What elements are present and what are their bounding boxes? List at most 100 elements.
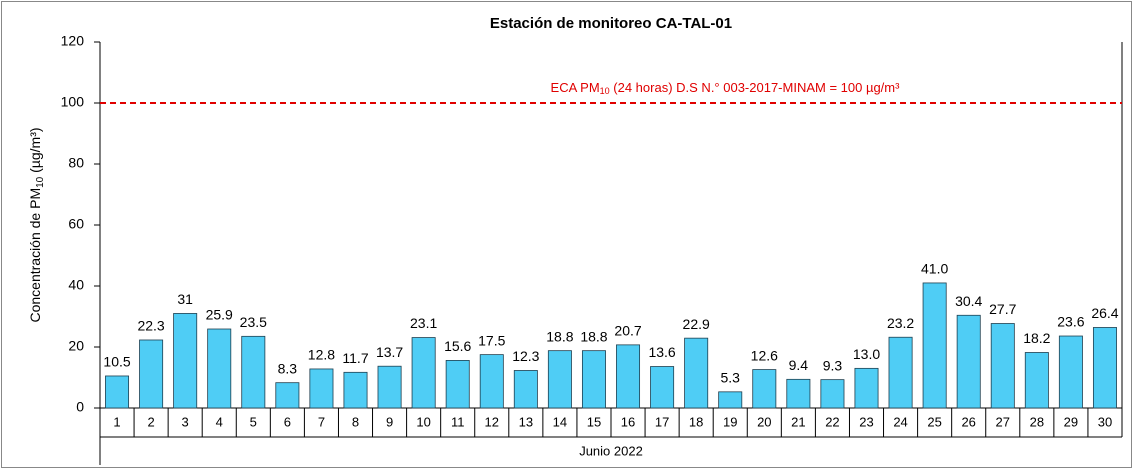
bar bbox=[581, 350, 606, 409]
data-label: 12.6 bbox=[751, 347, 778, 363]
reference-label: ECA PM10 (24 horas) D.S N.° 003-2017-MIN… bbox=[551, 80, 901, 96]
y-axis-label-sub: 10 bbox=[35, 176, 46, 188]
reference-label-part: ECA PM bbox=[551, 80, 600, 95]
x-tick-label: 22 bbox=[825, 414, 839, 429]
x-tick-label: 21 bbox=[791, 414, 805, 429]
x-tick-label: 15 bbox=[587, 414, 601, 429]
x-tick-label: 19 bbox=[723, 414, 737, 429]
bar bbox=[1024, 352, 1049, 409]
x-tick-label: 3 bbox=[182, 414, 189, 429]
x-tick-label: 9 bbox=[386, 414, 393, 429]
data-label: 23.1 bbox=[410, 315, 437, 331]
data-label: 30.4 bbox=[955, 293, 982, 309]
x-tick-label: 14 bbox=[553, 414, 567, 429]
x-tick-label: 18 bbox=[689, 414, 703, 429]
bar bbox=[377, 365, 402, 409]
x-tick-label: 27 bbox=[996, 414, 1010, 429]
x-tick-label: 16 bbox=[621, 414, 635, 429]
y-axis-label-part: Concentración de PM bbox=[27, 188, 43, 323]
bar bbox=[888, 336, 913, 409]
bar bbox=[1058, 335, 1083, 409]
data-label: 11.7 bbox=[342, 350, 368, 366]
x-tick-label: 25 bbox=[927, 414, 941, 429]
data-label: 23.6 bbox=[1057, 314, 1084, 330]
x-tick-label: 28 bbox=[1030, 414, 1044, 429]
x-axis-label: Junio 2022 bbox=[579, 443, 643, 458]
chart-title: Estación de monitoreo CA-TAL-01 bbox=[490, 15, 732, 32]
data-label: 9.3 bbox=[823, 357, 843, 373]
bar bbox=[241, 335, 266, 409]
x-tick-label: 2 bbox=[147, 414, 154, 429]
data-label: 18.8 bbox=[546, 328, 573, 344]
bar bbox=[956, 314, 981, 409]
data-label: 23.2 bbox=[887, 315, 914, 331]
bar bbox=[479, 354, 504, 409]
y-tick-label: 0 bbox=[76, 399, 84, 415]
bar bbox=[445, 360, 470, 409]
bar bbox=[820, 379, 845, 409]
data-label: 31 bbox=[177, 291, 193, 307]
bar bbox=[718, 391, 743, 409]
bar bbox=[990, 323, 1015, 409]
x-tick-label: 1 bbox=[113, 414, 120, 429]
x-tick-label: 4 bbox=[216, 414, 223, 429]
x-tick-label: 6 bbox=[284, 414, 291, 429]
data-label: 23.5 bbox=[240, 314, 267, 330]
data-label: 12.3 bbox=[512, 348, 539, 364]
data-label: 17.5 bbox=[478, 332, 505, 348]
x-tick-label: 8 bbox=[352, 414, 359, 429]
data-label: 20.7 bbox=[614, 323, 641, 339]
data-label: 15.6 bbox=[444, 338, 471, 354]
x-tick-label: 29 bbox=[1064, 414, 1078, 429]
data-label: 18.2 bbox=[1023, 330, 1050, 346]
x-tick-label: 17 bbox=[655, 414, 669, 429]
data-label: 41.0 bbox=[921, 261, 948, 277]
x-tick-label: 12 bbox=[485, 414, 499, 429]
x-tick-label: 10 bbox=[416, 414, 430, 429]
y-tick-label: 60 bbox=[68, 216, 84, 232]
x-tick-label: 13 bbox=[519, 414, 533, 429]
y-axis-label-part: (µg/m³) bbox=[27, 127, 43, 176]
data-label: 18.8 bbox=[580, 328, 607, 344]
data-label: 5.3 bbox=[720, 370, 740, 386]
data-label: 10.5 bbox=[103, 354, 130, 370]
bar bbox=[105, 375, 130, 409]
x-tick-label: 26 bbox=[961, 414, 975, 429]
reference-label-part: 10 bbox=[600, 86, 610, 96]
y-tick-label: 40 bbox=[68, 277, 84, 293]
x-tick-label: 30 bbox=[1098, 414, 1112, 429]
bar bbox=[547, 350, 572, 409]
bar bbox=[275, 382, 300, 409]
data-label: 13.6 bbox=[648, 344, 675, 360]
data-label: 26.4 bbox=[1091, 305, 1118, 321]
reference-label-part: (24 horas) D.S N.° 003-2017-MINAM = 100 … bbox=[610, 80, 900, 95]
bar bbox=[207, 328, 232, 409]
x-tick-label: 23 bbox=[859, 414, 873, 429]
y-axis-label: Concentración de PM10 (µg/m³) bbox=[27, 127, 46, 322]
x-tick-label: 7 bbox=[318, 414, 325, 429]
x-tick-label: 20 bbox=[757, 414, 771, 429]
bar bbox=[854, 367, 879, 409]
bar bbox=[650, 366, 675, 409]
data-label: 9.4 bbox=[789, 357, 809, 373]
y-tick-label: 100 bbox=[61, 94, 85, 110]
x-tick-label: 24 bbox=[893, 414, 907, 429]
bar bbox=[1092, 327, 1117, 409]
data-label: 22.9 bbox=[683, 316, 710, 332]
x-tick-label: 5 bbox=[250, 414, 257, 429]
y-tick-label: 80 bbox=[68, 155, 84, 171]
data-label: 22.3 bbox=[137, 318, 164, 334]
data-label: 8.3 bbox=[278, 360, 298, 376]
bar bbox=[139, 339, 164, 409]
bar bbox=[513, 370, 538, 409]
y-tick-label: 120 bbox=[61, 33, 85, 49]
bar bbox=[752, 369, 777, 409]
bar bbox=[922, 282, 947, 409]
data-label: 27.7 bbox=[989, 301, 1016, 317]
y-tick-label: 20 bbox=[68, 338, 84, 354]
data-label: 13.7 bbox=[376, 344, 403, 360]
data-label: 25.9 bbox=[206, 307, 233, 323]
bar bbox=[309, 368, 334, 409]
x-tick-label: 11 bbox=[451, 414, 465, 429]
bar bbox=[173, 313, 198, 409]
